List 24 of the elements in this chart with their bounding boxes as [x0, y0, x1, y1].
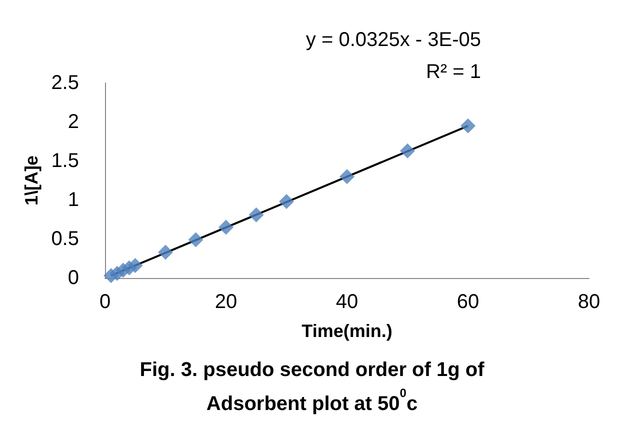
x-tick-label: 80 [578, 291, 600, 313]
y-tick-label: 2 [68, 111, 79, 133]
y-tick-label: 1.5 [51, 150, 79, 172]
point [248, 207, 264, 222]
point [400, 143, 415, 158]
x-tick-label: 40 [336, 291, 358, 313]
point [188, 232, 204, 248]
text: y = 0.0325x - 3E-05 [306, 29, 481, 51]
annotation: R² = 1 [426, 61, 482, 83]
y-tick-label: 0.5 [51, 228, 79, 250]
point [218, 220, 234, 235]
y-tick-label: 0 [68, 267, 79, 289]
x-tick-label: 60 [456, 291, 480, 313]
y-axis-title: 1\[A]e [21, 155, 42, 206]
point [128, 258, 143, 274]
point [340, 169, 354, 184]
y-tick-label: 1 [68, 189, 79, 211]
x-tick-label: 0 [99, 291, 111, 313]
y-tick-label: 2.5 [51, 72, 79, 94]
point [460, 118, 476, 134]
point [279, 194, 294, 210]
x-tick-label: 20 [214, 291, 238, 313]
point [158, 244, 173, 260]
x-axis-title: Time(min.) [302, 321, 392, 341]
